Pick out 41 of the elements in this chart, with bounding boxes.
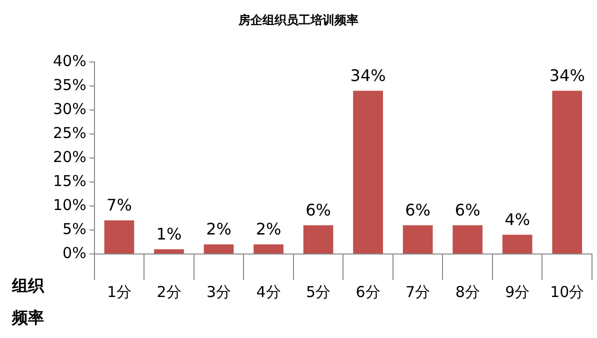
x-tick-label: 3分 (206, 282, 232, 301)
data-label: 1% (156, 224, 182, 244)
x-tick-label: 1分 (106, 282, 132, 301)
y-tick-label: 10% (52, 196, 86, 214)
bar (254, 244, 284, 254)
data-label: 4% (504, 210, 530, 229)
chart-title: 房企组织员工培训频率 (238, 12, 360, 29)
data-label: 6% (405, 200, 431, 220)
data-label: 6% (306, 200, 331, 220)
y-tick-label: 15% (52, 172, 86, 190)
data-label: 6% (454, 200, 480, 220)
x-axis-title: 组织频率 (12, 275, 46, 329)
x-tick-label: 9分 (505, 282, 530, 301)
data-label: 34% (350, 66, 386, 85)
y-tick-label: 0% (62, 244, 86, 262)
x-tick-label: 8分 (455, 282, 480, 301)
x-tick-label: 7分 (406, 282, 430, 301)
bar (104, 220, 134, 254)
y-tick-label: 30% (52, 100, 86, 118)
data-label: 7% (106, 196, 132, 215)
y-tick-label: 25% (52, 124, 86, 142)
bar (204, 244, 234, 254)
y-tick-label: 35% (52, 76, 86, 94)
y-tick-label: 5% (62, 220, 86, 238)
x-tick-label: 2分 (156, 282, 182, 301)
x-tick-label: 4分 (256, 282, 281, 301)
x-tick-label: 10分 (550, 282, 584, 301)
bar (402, 225, 433, 254)
bar (303, 225, 334, 254)
bar (552, 90, 582, 254)
bar (154, 249, 184, 254)
y-tick-label: 40% (52, 52, 86, 70)
bar (502, 234, 532, 254)
data-label: 2% (256, 220, 282, 239)
y-tick-label: 20% (52, 148, 86, 166)
data-label: 2% (206, 220, 232, 239)
x-tick-label: 5分 (306, 282, 331, 301)
x-tick-label: 6分 (356, 282, 380, 301)
data-label: 34% (549, 66, 585, 85)
bar (353, 90, 383, 254)
bar (452, 225, 483, 254)
